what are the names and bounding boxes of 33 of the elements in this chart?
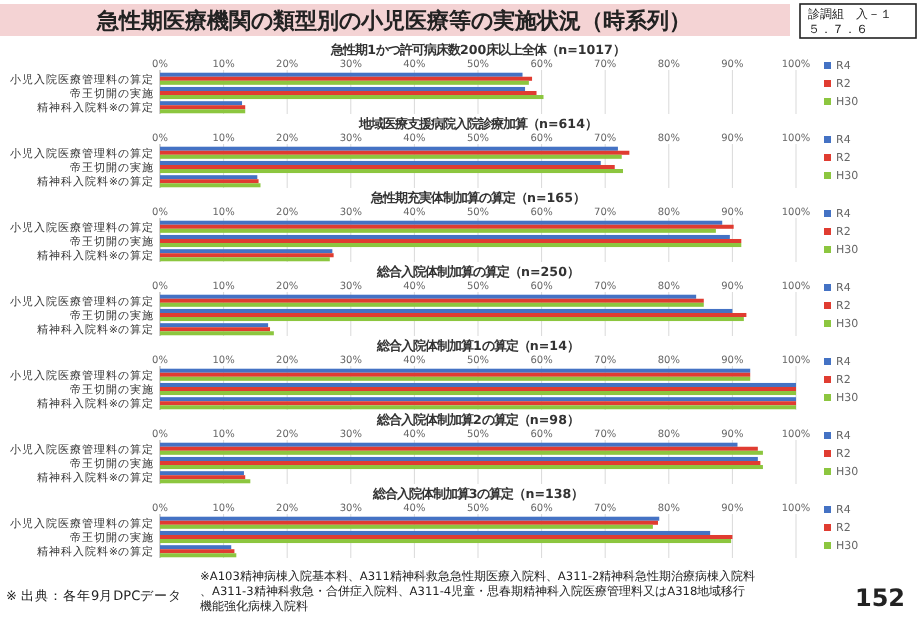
bar [160, 72, 523, 77]
bar [160, 524, 653, 529]
bar [160, 146, 618, 151]
bar [160, 534, 733, 540]
bar [160, 238, 742, 244]
bar [160, 312, 747, 318]
bar [160, 154, 622, 159]
bar [160, 150, 630, 155]
bar [160, 95, 544, 100]
bar [160, 442, 738, 447]
bar [160, 479, 251, 484]
bar [160, 160, 601, 165]
bar [160, 294, 697, 299]
text: 急性期医療機関の類型別の小児医療等の実施状況（時系列） [95, 8, 691, 34]
bar [160, 530, 711, 535]
bar [160, 220, 723, 225]
bar [160, 450, 763, 455]
bar [160, 460, 761, 466]
bar [160, 308, 733, 313]
bar [160, 169, 624, 174]
bar [160, 164, 615, 170]
bar [160, 243, 742, 248]
bar [160, 456, 758, 461]
bar [160, 86, 526, 91]
bar [160, 234, 730, 239]
bar [160, 539, 732, 544]
text: 152 [854, 584, 906, 612]
bar [160, 224, 734, 229]
bar [160, 317, 744, 322]
bar [160, 228, 716, 233]
bar [160, 90, 537, 96]
bar [160, 465, 763, 470]
bar [160, 446, 758, 451]
